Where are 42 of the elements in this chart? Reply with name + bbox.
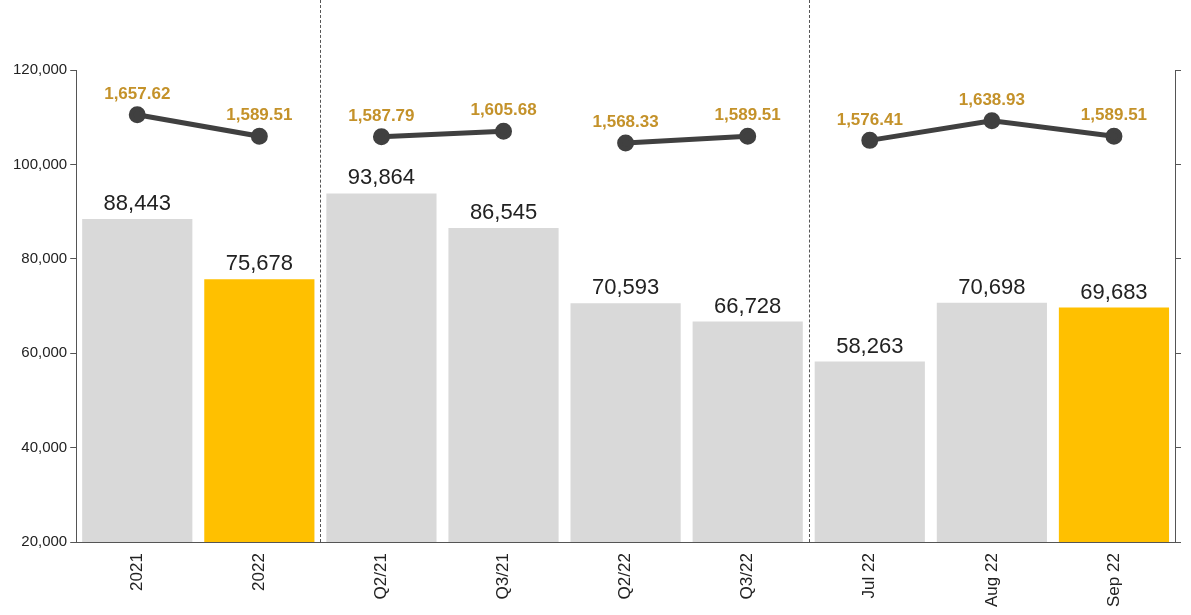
x-tick-label: 2022 <box>249 553 269 591</box>
point <box>739 127 757 145</box>
data-label: 1,568.33 <box>592 112 659 132</box>
x-tick-label: Q3/21 <box>493 553 513 600</box>
data-label: 1,638.93 <box>958 89 1025 109</box>
x-tick-label: Aug 22 <box>981 553 1001 608</box>
y-tick-label: 20,000 <box>21 532 68 550</box>
x-tick-label: Q2/21 <box>371 553 391 600</box>
point <box>128 106 146 124</box>
data-label: 70,593 <box>591 274 660 300</box>
data-label: 86,545 <box>469 199 538 225</box>
data-label: 1,657.62 <box>104 84 171 103</box>
y-tick-label: 120,000 <box>12 60 68 78</box>
data-label: 88,443 <box>103 190 171 216</box>
point <box>372 128 390 146</box>
point <box>495 122 513 140</box>
data-label: 1,589.51 <box>226 105 293 125</box>
data-label: 1,589.51 <box>1080 105 1148 125</box>
point <box>861 131 879 149</box>
point <box>617 134 635 152</box>
data-label: 58,263 <box>836 332 904 358</box>
data-label: 1,576.41 <box>836 109 903 129</box>
y-tick-label: 60,000 <box>21 343 68 361</box>
data-label: 1,589.51 <box>714 105 781 125</box>
data-label: 1,605.68 <box>470 100 537 120</box>
point <box>1105 127 1123 145</box>
x-tick-label: Q3/22 <box>737 553 757 600</box>
data-label: 70,698 <box>958 273 1026 299</box>
point <box>983 112 1001 130</box>
x-tick-label: Jul 22 <box>859 553 879 599</box>
data-label: 1,587.79 <box>348 105 415 125</box>
data-label: 69,683 <box>1080 278 1148 304</box>
data-label: 75,678 <box>225 250 293 276</box>
y-tick-label: 100,000 <box>12 154 68 172</box>
x-tick-label: 2021 <box>126 553 146 591</box>
data-label: 93,864 <box>347 164 416 190</box>
x-tick-label: Q2/22 <box>615 553 635 600</box>
data-label: 66,728 <box>714 292 782 318</box>
y-tick-label: 80,000 <box>21 248 68 266</box>
y-tick-label: 40,000 <box>21 437 68 455</box>
x-tick-label: Sep 22 <box>1103 553 1123 608</box>
point <box>250 127 268 145</box>
